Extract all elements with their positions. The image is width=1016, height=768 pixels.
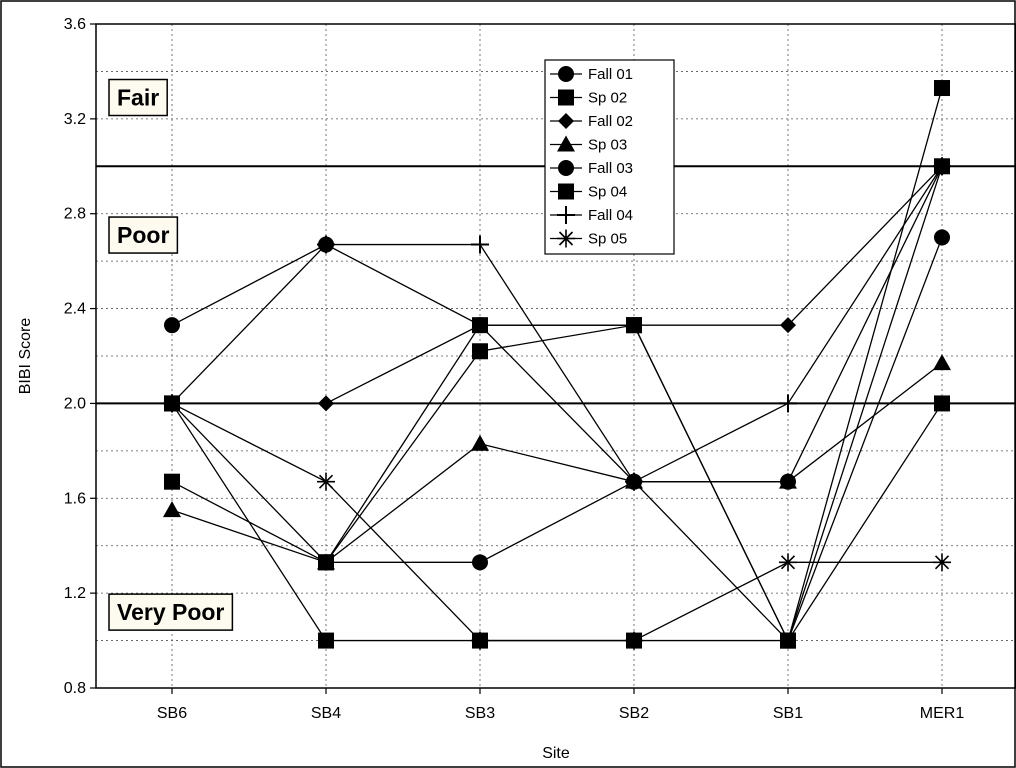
zone-label-text: Poor xyxy=(117,222,169,248)
marker-square xyxy=(164,395,180,412)
y-tick-label: 1.2 xyxy=(64,585,86,602)
y-tick-label: 2.0 xyxy=(64,395,86,412)
y-tick-label: 2.4 xyxy=(64,301,86,318)
legend-label: Fall 03 xyxy=(588,160,633,177)
marker-square xyxy=(318,554,334,571)
legend-label: Fall 02 xyxy=(588,113,633,130)
marker-diamond xyxy=(780,317,796,334)
marker-triangle xyxy=(557,135,575,152)
legend-label: Sp 04 xyxy=(588,184,627,201)
marker-plus xyxy=(625,472,643,491)
x-axis-title: Site xyxy=(542,745,570,762)
marker-square xyxy=(558,183,574,200)
x-tick-label: SB4 xyxy=(311,705,341,722)
zone-label-box xyxy=(108,78,168,117)
series-line xyxy=(171,362,943,564)
marker-circle xyxy=(558,66,574,82)
series-line xyxy=(171,165,943,483)
marker-plus xyxy=(471,235,489,254)
marker-plus xyxy=(779,394,797,413)
marker-square xyxy=(472,343,488,360)
x-axis: SB6 SB4 SB3 SB2 SB1 MER1 xyxy=(157,688,964,722)
plot-area-frame xyxy=(95,23,1016,689)
marker-triangle xyxy=(779,472,797,489)
marker-circle xyxy=(164,317,180,334)
y-axis-title: BIBI Score xyxy=(17,318,34,395)
marker-asterisk xyxy=(933,553,951,572)
legend: Fall 01 Sp 02 Fall 02 Sp 03 Fall 03 Sp 04 Fall… xyxy=(544,59,675,255)
legend-label: Sp 05 xyxy=(588,231,627,248)
marker-square xyxy=(626,317,642,334)
y-tick-label: 1.6 xyxy=(64,490,86,507)
marker-square xyxy=(558,89,574,106)
x-tick-label: MER1 xyxy=(920,705,965,722)
y-tick-label: 3.6 xyxy=(64,16,86,33)
marker-triangle xyxy=(163,501,181,518)
series-line xyxy=(171,166,943,642)
data-markers xyxy=(163,80,951,650)
marker-triangle xyxy=(933,354,951,371)
marker-square xyxy=(164,473,180,490)
marker-square xyxy=(934,158,950,175)
marker-asterisk xyxy=(779,553,797,572)
marker-plus xyxy=(557,206,575,224)
marker-diamond xyxy=(318,395,334,412)
zone-label-box xyxy=(108,216,179,254)
x-tick-label: SB3 xyxy=(465,705,495,722)
series-line xyxy=(171,87,943,643)
marker-diamond xyxy=(558,113,574,129)
zone-label: Very Poor xyxy=(108,593,234,631)
y-tick-label: 3.2 xyxy=(64,111,86,128)
legend-label: Fall 04 xyxy=(588,207,633,224)
series-line xyxy=(171,166,943,483)
y-tick-label: 0.8 xyxy=(64,680,86,697)
marker-square xyxy=(318,632,334,649)
x-tick-label: SB2 xyxy=(619,705,649,722)
marker-square xyxy=(472,317,488,334)
zone-labels: Fair Poor Very Poor xyxy=(108,78,234,631)
marker-plus xyxy=(317,235,335,254)
marker-asterisk xyxy=(557,229,575,248)
zone-label-text: Fair xyxy=(117,85,159,111)
zone-label-text: Very Poor xyxy=(117,599,224,625)
marker-square xyxy=(472,632,488,649)
x-tick-label: SB6 xyxy=(157,705,187,722)
marker-square xyxy=(934,395,950,412)
y-tick-label: 2.8 xyxy=(64,206,86,223)
series-line xyxy=(171,324,943,642)
marker-square xyxy=(626,632,642,649)
marker-circle xyxy=(472,554,488,571)
marker-circle xyxy=(934,229,950,246)
zone-label: Fair xyxy=(108,78,168,117)
marker-square xyxy=(780,632,796,649)
legend-label: Fall 01 xyxy=(588,66,633,83)
legend-label: Sp 03 xyxy=(588,137,627,154)
x-tick-label: SB1 xyxy=(773,705,803,722)
marker-square xyxy=(934,80,950,97)
zone-label-box xyxy=(108,593,234,631)
legend-label: Sp 02 xyxy=(588,90,627,107)
y-axis: 0.8 1.2 1.6 2.0 2.4 2.8 3.2 3.6 xyxy=(64,16,96,697)
zone-label: Poor xyxy=(108,216,179,254)
marker-circle xyxy=(558,160,574,176)
marker-triangle xyxy=(471,434,489,451)
marker-asterisk xyxy=(317,472,335,491)
